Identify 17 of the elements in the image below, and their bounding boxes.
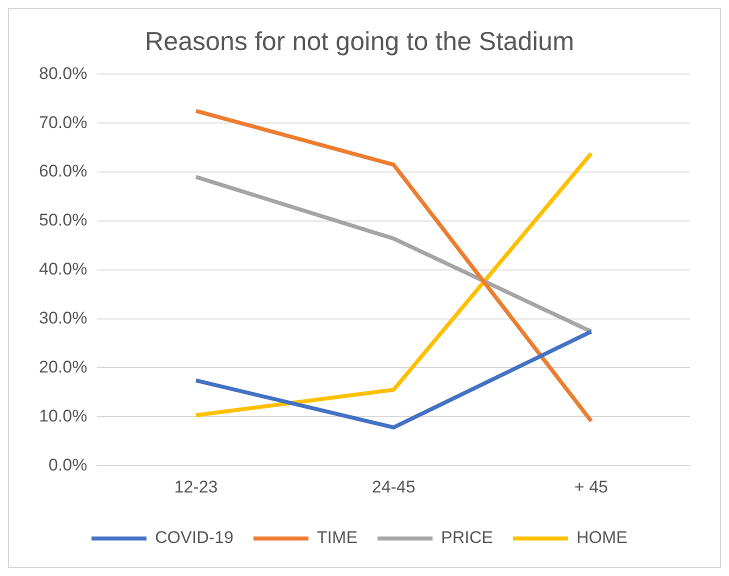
y-tick-label: 80.0% (39, 64, 88, 83)
x-tick-label: 24-45 (372, 477, 416, 496)
x-tick-label: + 45 (574, 477, 608, 496)
chart-title: Reasons for not going to the Stadium (144, 26, 574, 56)
y-tick-label: 30.0% (39, 308, 88, 328)
legend-label: PRICE (441, 528, 493, 548)
y-tick-label: 10.0% (39, 406, 88, 426)
y-tick-label: 50.0% (39, 210, 88, 230)
legend-label: COVID-19 (155, 528, 234, 548)
y-tick-label: 20.0% (39, 357, 88, 376)
y-tick-label: 70.0% (39, 112, 88, 132)
legend-label: TIME (316, 528, 358, 548)
y-tick-label: 0.0% (48, 455, 88, 474)
y-tick-label: 60.0% (39, 162, 88, 181)
legend-label: HOME (576, 528, 628, 548)
x-tick-label: 12-23 (174, 477, 218, 496)
y-tick-label: 40.0% (39, 260, 88, 279)
